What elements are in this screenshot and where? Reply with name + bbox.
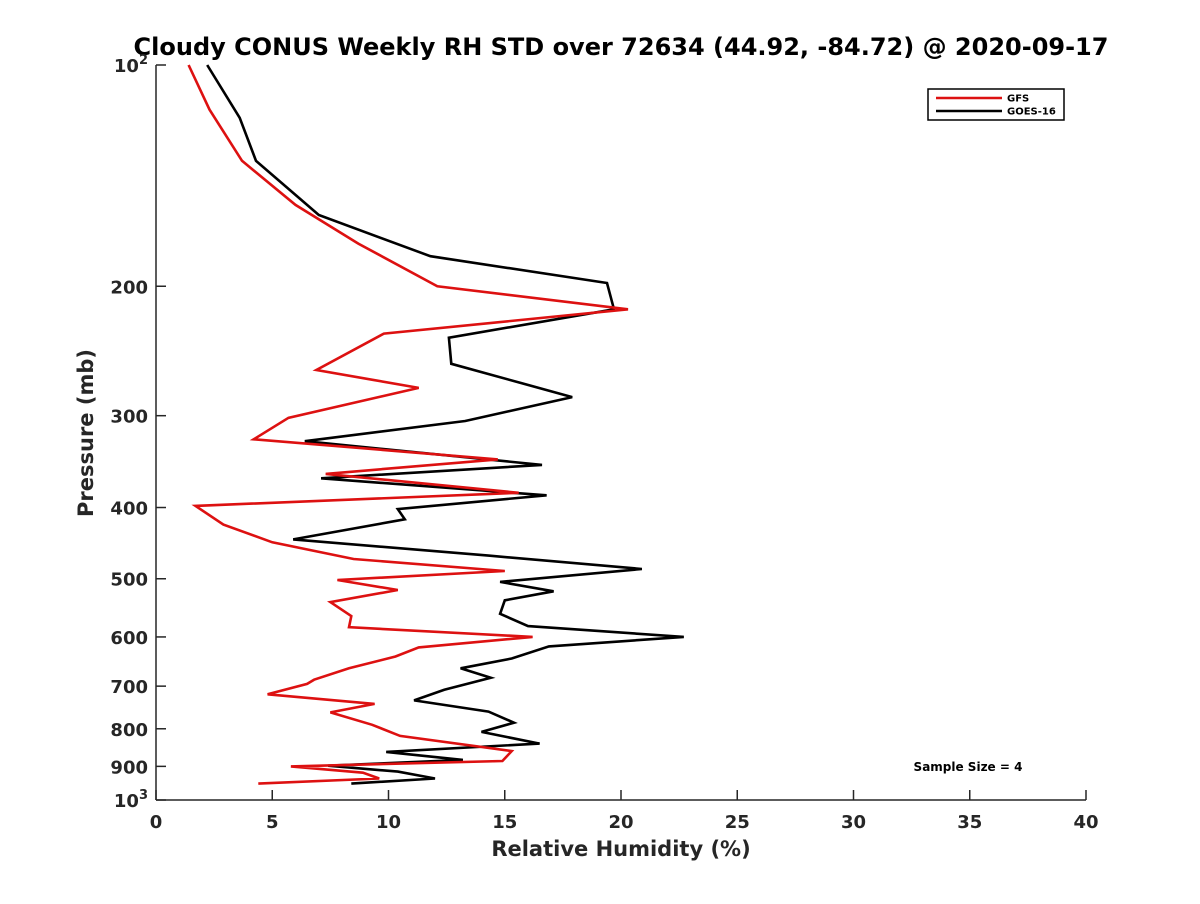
legend-label-goes16: GOES-16	[1007, 107, 1056, 118]
x-tick-label: 30	[841, 812, 866, 833]
plot-area	[155, 64, 1086, 801]
x-axis-label: Relative Humidity (%)	[491, 837, 750, 861]
sample-size-annotation: Sample Size = 4	[914, 760, 1023, 774]
chart-title: Cloudy CONUS Weekly RH STD over 72634 (4…	[134, 33, 1109, 61]
y-tick-label: 103	[114, 788, 148, 812]
y-tick-label: 900	[110, 757, 148, 778]
x-tick-label: 25	[725, 812, 750, 833]
y-tick-label: 102	[114, 53, 148, 77]
y-tick-label: 500	[110, 570, 148, 591]
legend-box	[927, 88, 1065, 121]
y-tick-label: 700	[110, 677, 148, 698]
y-tick-label: 200	[110, 277, 148, 298]
x-tick-label: 20	[608, 812, 633, 833]
x-tick-label: 35	[957, 812, 982, 833]
y-tick-label: 800	[110, 720, 148, 741]
series-line-goes16	[206, 64, 684, 785]
y-axis-label: Pressure (mb)	[74, 349, 98, 517]
y-tick-label: 300	[110, 407, 148, 428]
x-tick-label: 15	[492, 812, 517, 833]
x-tick-label: 10	[376, 812, 401, 833]
x-tick-label: 5	[266, 812, 279, 833]
y-tick-label: 400	[110, 499, 148, 520]
series-line-gfs	[187, 64, 629, 785]
x-tick-label: 40	[1073, 812, 1098, 833]
x-axis-ticks: 0 5 10 15 20 25 30 35 40	[150, 790, 1099, 833]
legend: GFS GOES-16	[927, 88, 1065, 121]
x-tick-label: 0	[150, 812, 163, 833]
y-axis-ticks: 102 200 300 400 500 600 700 800 900 103	[110, 53, 166, 812]
y-tick-label: 600	[110, 628, 148, 649]
legend-label-gfs: GFS	[1007, 94, 1029, 105]
